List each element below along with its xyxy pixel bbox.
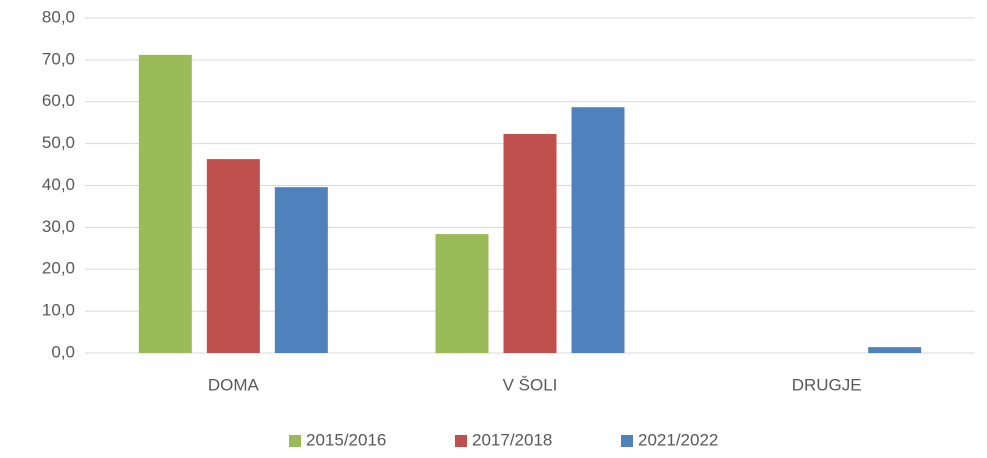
legend-swatch [455, 435, 467, 447]
y-tick-label: 70,0 [42, 49, 75, 68]
legend-label: 2021/2022 [638, 430, 718, 449]
y-tick-label: 0,0 [51, 342, 75, 361]
legend-label: 2017/2018 [472, 430, 552, 449]
bar [138, 54, 192, 353]
y-tick-label: 50,0 [42, 133, 75, 152]
x-tick-label: V ŠOLI [503, 375, 558, 394]
legend-label: 2015/2016 [306, 430, 386, 449]
bar [503, 133, 557, 353]
y-tick-label: 40,0 [42, 175, 75, 194]
bar [868, 347, 922, 353]
bar [435, 234, 489, 353]
legend-swatch [289, 435, 301, 447]
y-tick-label: 80,0 [42, 7, 75, 26]
x-tick-label: DRUGJE [792, 375, 862, 394]
bar [206, 159, 260, 353]
y-tick-label: 10,0 [42, 301, 75, 320]
bar [274, 187, 328, 353]
x-tick-label: DOMA [208, 375, 260, 394]
legend-swatch [621, 435, 633, 447]
y-tick-label: 20,0 [42, 259, 75, 278]
bar [571, 107, 625, 353]
y-tick-label: 30,0 [42, 217, 75, 236]
y-tick-label: 60,0 [42, 91, 75, 110]
